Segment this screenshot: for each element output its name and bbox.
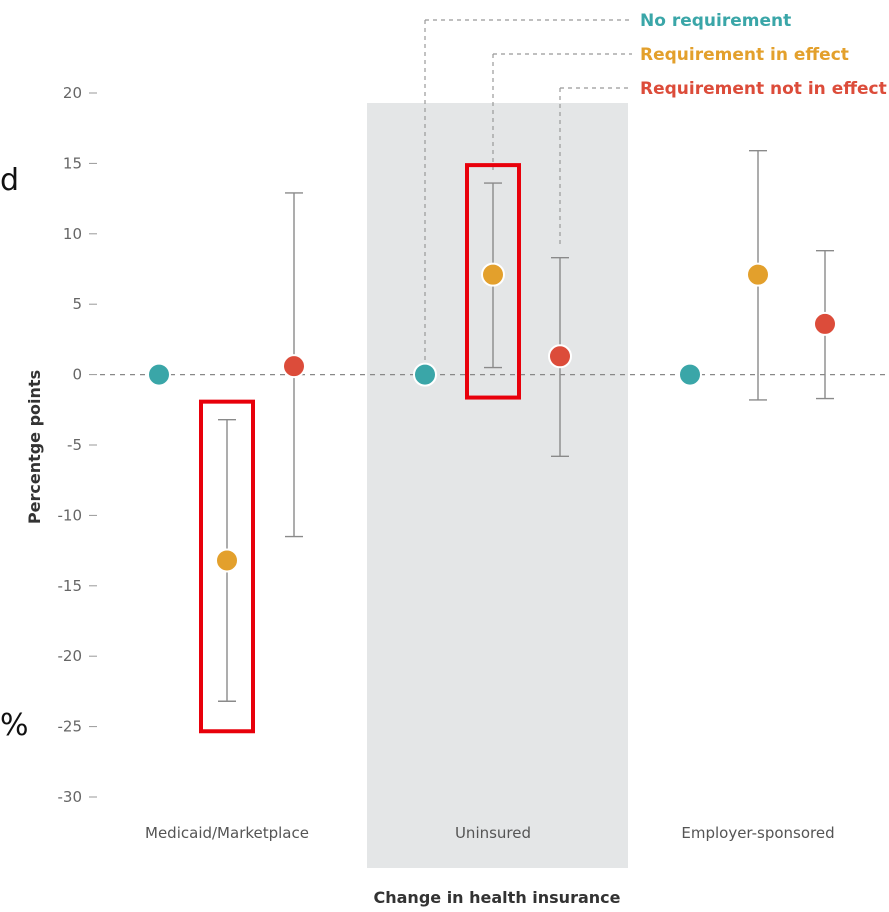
y-tick-label: -15: [58, 577, 83, 595]
legend-leader-lines: [424, 19, 632, 362]
category-label-uninsured: Uninsured: [455, 824, 531, 842]
cropped-text-top: d: [0, 163, 19, 198]
data-points: [147, 262, 837, 573]
legend-item-no-requirement: No requirement: [640, 11, 791, 31]
highlight-boxes: [199, 163, 521, 734]
highlight-band-uninsured: [367, 103, 628, 868]
y-axis-title: Percentge points: [25, 370, 44, 524]
x-axis-title: Change in health insurance: [374, 888, 621, 907]
cropped-text-bottom: %: [0, 708, 29, 743]
point-requirement-in-effect-employer-sponsored: [746, 262, 770, 287]
y-tick-label: -10: [58, 506, 83, 524]
y-tick-label: -20: [58, 647, 83, 665]
background-layer: [367, 103, 628, 868]
y-tick-label: -30: [58, 788, 83, 806]
y-tick-label: -5: [67, 436, 82, 454]
point-no-requirement-medicaid-marketplace: [147, 362, 171, 387]
category-labels: Medicaid/Marketplace Uninsured Employer-sp…: [145, 824, 835, 842]
legend: No requirement Requirement in effect Requi…: [640, 11, 887, 99]
y-tick-label: 0: [72, 366, 82, 384]
point-requirement-in-effect-uninsured: [481, 262, 505, 287]
highlight-box-requirement-in-effect-medicaid-marketplace: [199, 399, 255, 734]
point-requirement-not-in-effect-medicaid-marketplace: [282, 354, 306, 379]
y-tick-label: 5: [72, 295, 82, 313]
category-label-medicaid-marketplace: Medicaid/Marketplace: [145, 824, 309, 842]
y-axis: 20 15 10 5 0 -5 -10 -15 -20 -25 -30: [58, 84, 97, 806]
highlight-box-requirement-in-effect-uninsured: [465, 163, 521, 400]
point-no-requirement-uninsured: [413, 362, 437, 387]
point-requirement-in-effect-medicaid-marketplace: [215, 548, 239, 573]
point-requirement-not-in-effect-uninsured: [548, 344, 572, 369]
category-label-employer-sponsored: Employer-sponsored: [681, 824, 834, 842]
legend-item-requirement-in-effect: Requirement in effect: [640, 45, 849, 65]
point-requirement-not-in-effect-employer-sponsored: [813, 311, 837, 336]
y-tick-label: -25: [58, 718, 83, 736]
y-tick-label: 20: [63, 84, 82, 102]
legend-item-requirement-not-in-effect: Requirement not in effect: [640, 79, 887, 99]
y-tick-label: 10: [63, 225, 82, 243]
y-tick-label: 15: [63, 154, 82, 172]
point-no-requirement-employer-sponsored: [678, 362, 702, 387]
